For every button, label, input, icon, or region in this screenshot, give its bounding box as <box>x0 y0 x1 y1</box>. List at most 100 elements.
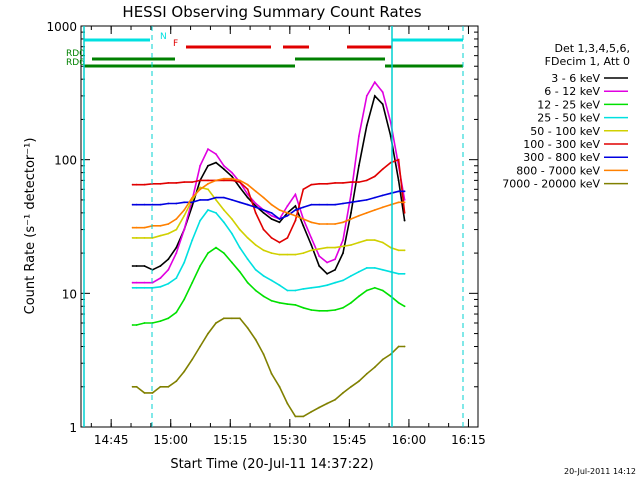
data-point <box>310 244 313 246</box>
series-line-4 <box>132 186 405 256</box>
data-point <box>381 103 384 106</box>
data-point <box>223 168 225 171</box>
x-tick-label: 16:00 <box>392 433 427 447</box>
data-point <box>389 353 392 356</box>
data-point <box>254 206 257 209</box>
data-point <box>246 193 249 196</box>
data-point <box>131 203 134 206</box>
data-point <box>310 249 313 252</box>
data-point <box>403 199 406 201</box>
data-point <box>135 226 138 229</box>
data-point <box>246 258 249 261</box>
data-point <box>342 182 344 184</box>
data-point <box>223 164 225 167</box>
data-point <box>135 385 138 388</box>
data-point <box>175 380 178 383</box>
data-point <box>389 121 392 124</box>
data-point <box>215 196 217 199</box>
data-point <box>270 252 273 255</box>
flag-label: RD0 <box>66 49 85 59</box>
data-point <box>397 190 400 193</box>
data-point <box>183 201 186 204</box>
data-point <box>175 218 178 220</box>
data-point <box>358 200 360 203</box>
data-point <box>318 203 321 206</box>
data-point <box>238 270 241 273</box>
data-point <box>358 270 360 273</box>
data-point <box>310 203 313 206</box>
data-point <box>373 175 376 178</box>
data-point <box>223 221 225 224</box>
data-point <box>159 320 162 322</box>
data-point <box>318 248 321 250</box>
data-point <box>389 246 392 249</box>
data-point <box>215 153 217 156</box>
data-point <box>215 161 217 164</box>
flag-label: N <box>160 32 167 42</box>
data-point <box>302 252 305 255</box>
data-point <box>334 398 336 401</box>
data-point <box>231 317 233 320</box>
data-point <box>334 258 336 261</box>
data-point <box>238 246 241 249</box>
data-point <box>191 358 194 361</box>
data-point <box>175 246 178 249</box>
data-point <box>302 218 305 220</box>
data-point <box>350 181 352 184</box>
legend-label: 100 - 300 keV <box>523 138 600 151</box>
legend-label: 6 - 12 keV <box>544 85 600 98</box>
data-point <box>342 279 344 282</box>
data-point <box>403 201 406 204</box>
data-point <box>167 258 170 261</box>
data-point <box>175 202 178 205</box>
data-point <box>135 281 138 284</box>
data-point <box>403 219 406 222</box>
plot-area: 14:45 15:00 15:15 15:30 15:45 16:00 16:15 1 10 10… <box>46 20 485 447</box>
series-line-0 <box>132 94 406 275</box>
data-point <box>318 182 321 185</box>
data-point <box>238 317 241 320</box>
data-point <box>397 345 400 348</box>
data-point <box>254 202 257 205</box>
data-point <box>143 265 146 267</box>
data-point <box>183 209 186 211</box>
data-point <box>318 285 321 288</box>
data-point <box>143 237 146 239</box>
data-point <box>326 272 328 275</box>
legend-label: 12 - 25 keV <box>537 98 600 111</box>
data-point <box>246 196 249 199</box>
data-point <box>207 148 209 151</box>
data-point <box>254 190 257 193</box>
data-point <box>381 194 384 197</box>
data-point <box>334 281 336 284</box>
data-point <box>223 252 225 255</box>
data-point <box>278 253 281 256</box>
data-point <box>199 188 202 191</box>
data-point <box>373 209 376 211</box>
data-point <box>246 281 249 284</box>
data-point <box>334 182 336 184</box>
data-point <box>286 205 289 207</box>
data-point <box>373 196 376 199</box>
data-point <box>159 385 162 388</box>
data-point <box>350 218 352 220</box>
x-tick-label: 15:45 <box>332 433 367 447</box>
data-point <box>175 182 178 184</box>
data-point <box>373 81 376 84</box>
data-point <box>167 223 170 225</box>
data-point <box>231 171 233 174</box>
data-point <box>167 182 170 184</box>
series-line-7 <box>132 177 405 229</box>
data-point <box>403 305 406 308</box>
data-point <box>143 286 146 289</box>
data-point <box>246 237 249 239</box>
data-point <box>159 234 162 237</box>
data-point <box>342 252 344 255</box>
data-point <box>238 179 241 182</box>
data-point <box>397 249 400 252</box>
data-point <box>143 183 146 186</box>
data-point <box>403 272 406 275</box>
data-point <box>358 164 360 167</box>
data-point <box>207 188 209 191</box>
